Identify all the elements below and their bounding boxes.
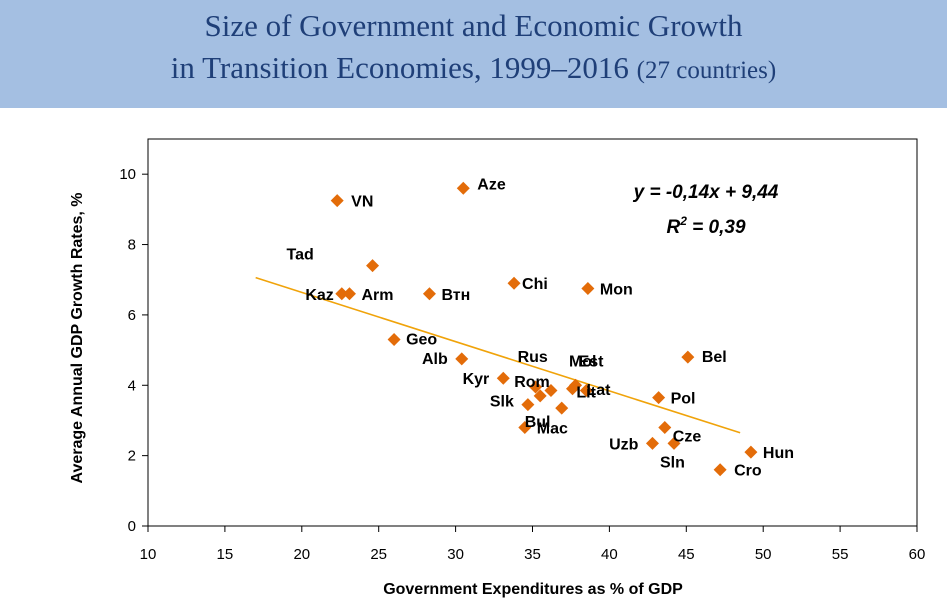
x-tick-label: 25 bbox=[370, 546, 387, 563]
data-point bbox=[330, 194, 344, 208]
data-label: Tad bbox=[287, 247, 314, 264]
r-squared-exp: 2 bbox=[679, 214, 687, 228]
data-label: Est bbox=[579, 353, 605, 370]
data-label: Втн bbox=[441, 287, 470, 304]
data-point bbox=[658, 420, 672, 434]
r-squared-r: R bbox=[666, 217, 680, 238]
data-label: Chi bbox=[522, 276, 548, 293]
trendline bbox=[255, 276, 741, 434]
regression-equation: y = -0,14x + 9,44 bbox=[633, 182, 779, 203]
plot-area-border bbox=[147, 138, 918, 527]
data-label: Lit bbox=[576, 385, 596, 402]
data-label: Geo bbox=[406, 332, 437, 349]
data-point bbox=[565, 382, 579, 396]
data-point bbox=[555, 401, 569, 415]
data-label: Alb bbox=[422, 351, 448, 368]
y-tick-label: 0 bbox=[128, 518, 136, 535]
x-tick-label: 60 bbox=[909, 546, 926, 563]
title-banner: Size of Government and Economic Growth i… bbox=[0, 0, 947, 108]
data-label: Mac bbox=[537, 420, 568, 437]
data-point bbox=[456, 181, 470, 195]
data-point bbox=[667, 436, 681, 450]
y-tick-label: 10 bbox=[119, 166, 136, 183]
data-point bbox=[387, 333, 401, 347]
chart-title-count: (27 countries) bbox=[636, 57, 777, 84]
x-tick-label: 40 bbox=[601, 546, 618, 563]
r-squared-value: = 0,39 bbox=[687, 217, 746, 238]
data-point bbox=[422, 287, 436, 301]
y-axis-label: Average Annual GDP Growth Rates, % bbox=[69, 192, 86, 483]
data-point bbox=[645, 436, 659, 450]
data-label: Sln bbox=[660, 454, 685, 471]
data-label: Mol bbox=[569, 354, 597, 371]
x-tick-label: 30 bbox=[447, 546, 464, 563]
y-tick-label: 6 bbox=[128, 307, 136, 324]
x-tick-label: 20 bbox=[293, 546, 310, 563]
data-point bbox=[579, 384, 593, 398]
data-point bbox=[507, 276, 521, 290]
y-tick-label: 2 bbox=[128, 448, 136, 465]
data-point bbox=[581, 282, 595, 296]
data-label: Aze bbox=[477, 176, 506, 193]
data-label: Kaz bbox=[305, 287, 333, 304]
x-tick-label: 15 bbox=[217, 546, 234, 563]
data-label: Cro bbox=[734, 463, 762, 480]
chart-title-main: in Transition Economies, 1999–2016 bbox=[170, 50, 629, 85]
data-label: Rus bbox=[518, 349, 548, 366]
data-label: Bul bbox=[525, 414, 551, 431]
data-label: Lat bbox=[586, 382, 611, 399]
data-point bbox=[455, 352, 469, 366]
x-tick-label: 55 bbox=[832, 546, 849, 563]
data-label: Hun bbox=[763, 445, 794, 462]
data-label: Mon bbox=[600, 282, 633, 299]
data-label: Bel bbox=[702, 349, 727, 366]
data-point bbox=[744, 445, 758, 459]
x-tick-label: 45 bbox=[678, 546, 695, 563]
data-label: Slk bbox=[490, 394, 514, 411]
data-point bbox=[521, 398, 535, 412]
data-point bbox=[533, 389, 547, 403]
data-point bbox=[335, 287, 349, 301]
data-label: Pol bbox=[671, 391, 696, 408]
data-point bbox=[529, 380, 543, 394]
x-tick-label: 35 bbox=[524, 546, 541, 563]
data-point bbox=[681, 350, 695, 364]
x-axis-label: Government Expenditures as % of GDP bbox=[383, 581, 683, 598]
data-point bbox=[366, 259, 380, 273]
data-point bbox=[496, 371, 510, 385]
data-point bbox=[652, 391, 666, 405]
data-point bbox=[342, 287, 356, 301]
data-point bbox=[713, 463, 727, 477]
y-tick-label: 8 bbox=[128, 237, 136, 254]
data-label: VN bbox=[351, 194, 373, 211]
data-labels: VN Aze Tad Kaz Arm Втн Chi Mon Geo Alb Bel Kyr Rus Ro… bbox=[287, 176, 794, 479]
data-label: Arm bbox=[361, 287, 393, 304]
y-tick-label: 4 bbox=[128, 377, 136, 394]
data-point bbox=[544, 384, 558, 398]
data-label: Cze bbox=[673, 428, 702, 445]
chart-title-line1: Size of Government and Economic Growth bbox=[204, 8, 743, 43]
x-tick-label: 10 bbox=[140, 546, 157, 563]
data-label: Kyr bbox=[463, 371, 490, 388]
chart-title-line2: in Transition Economies, 1999–2016 (27 c… bbox=[0, 50, 947, 86]
data-label: Uzb bbox=[609, 436, 639, 453]
axis-ticks: 10 15 20 25 30 35 40 45 50 55 60 0 2 4 6 8 10 bbox=[119, 166, 925, 563]
x-tick-label: 50 bbox=[755, 546, 772, 563]
data-points bbox=[330, 181, 758, 477]
data-point bbox=[518, 420, 532, 434]
r-squared-label: R2 = 0,39 bbox=[666, 214, 745, 238]
data-label: Rom bbox=[514, 374, 550, 391]
